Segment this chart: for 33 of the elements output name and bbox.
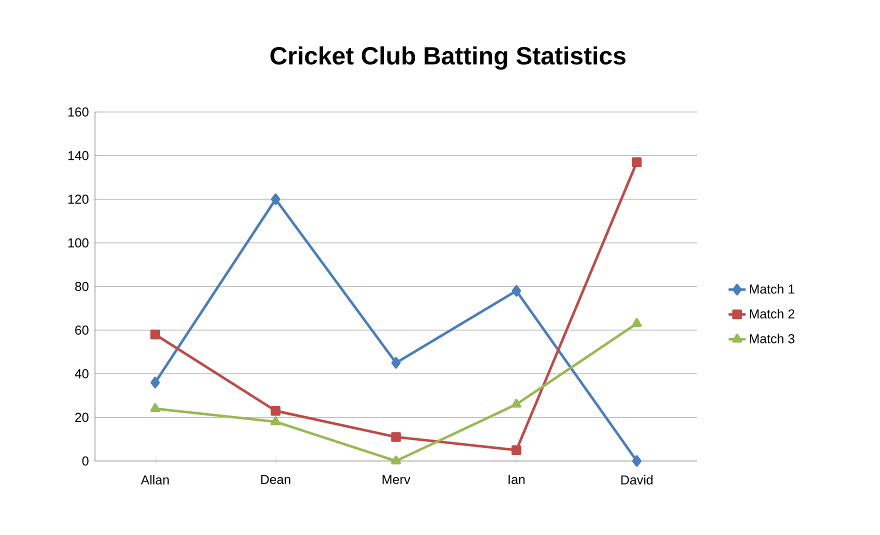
point: [511, 398, 522, 408]
point: [391, 432, 401, 442]
legend-label: Match 3: [750, 334, 794, 344]
y-tick-label: 100: [68, 238, 88, 248]
y-tick-label: 40: [74, 369, 88, 378]
chart-title: Cricket Club Batting Statistics: [270, 46, 626, 70]
point: [270, 193, 280, 206]
point: [150, 330, 160, 340]
point: [512, 445, 522, 455]
y-tick-label: 80: [75, 282, 88, 292]
point: [150, 376, 160, 388]
y-tick-label: 20: [75, 412, 88, 422]
x-tick-label: Merv: [382, 475, 410, 484]
y-tick-label: 160: [68, 107, 88, 117]
point: [150, 403, 160, 412]
x-tick-label: Ian: [508, 475, 525, 484]
point: [391, 357, 401, 369]
point: [391, 456, 401, 464]
point: [632, 157, 642, 168]
point: [632, 455, 642, 467]
y-tick-label: 120: [68, 194, 88, 204]
y-tick-label: 60: [75, 326, 88, 335]
point: [512, 285, 522, 297]
x-tick-label: David: [621, 475, 653, 485]
y-tick-label: 140: [68, 151, 88, 160]
x-tick-label: Allan: [140, 475, 169, 485]
point: [632, 318, 642, 327]
point: [270, 416, 281, 426]
point: [270, 406, 280, 416]
x-tick-label: Dean: [261, 475, 290, 484]
legend-label: Match 1: [750, 284, 794, 294]
legend-label: Match 2: [750, 308, 794, 318]
y-tick-label: 0: [82, 456, 88, 466]
